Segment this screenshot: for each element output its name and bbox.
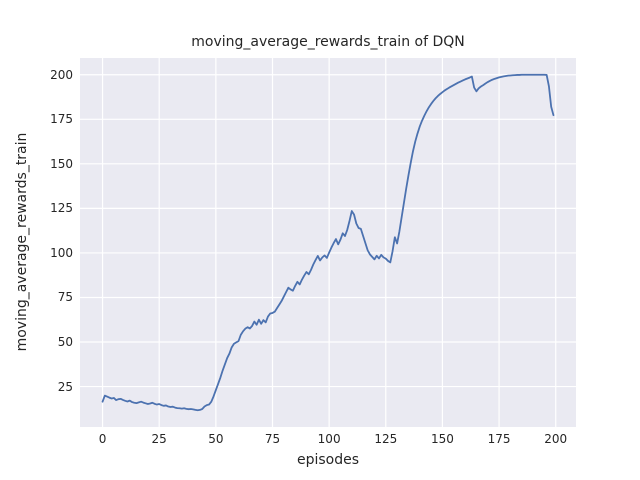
y-tick-label: 100 <box>50 245 73 260</box>
x-tick-label: 0 <box>98 432 107 446</box>
y-tick-label: 125 <box>50 201 73 216</box>
x-tick-label: 175 <box>487 432 511 446</box>
y-tick-label: 200 <box>50 67 73 82</box>
chart-title: moving_average_rewards_train of DQN <box>191 34 465 50</box>
x-tick-label: 100 <box>317 432 341 446</box>
plot-area <box>80 58 576 427</box>
y-tick-label: 75 <box>57 290 73 305</box>
x-tick-label: 25 <box>151 432 167 446</box>
x-tick-label: 200 <box>544 432 568 446</box>
y-tick-label: 150 <box>50 156 73 171</box>
line-chart <box>80 58 576 427</box>
y-tick-label: 25 <box>57 379 73 394</box>
x-tick-label: 125 <box>374 432 398 446</box>
x-tick-label: 50 <box>208 432 224 446</box>
x-axis-label: episodes <box>296 452 360 468</box>
y-tick-label: 175 <box>50 112 73 127</box>
data-line <box>101 73 555 412</box>
y-tick-label: 50 <box>57 335 73 349</box>
x-tick-label: 75 <box>264 432 281 446</box>
x-tick-label: 150 <box>430 432 454 446</box>
